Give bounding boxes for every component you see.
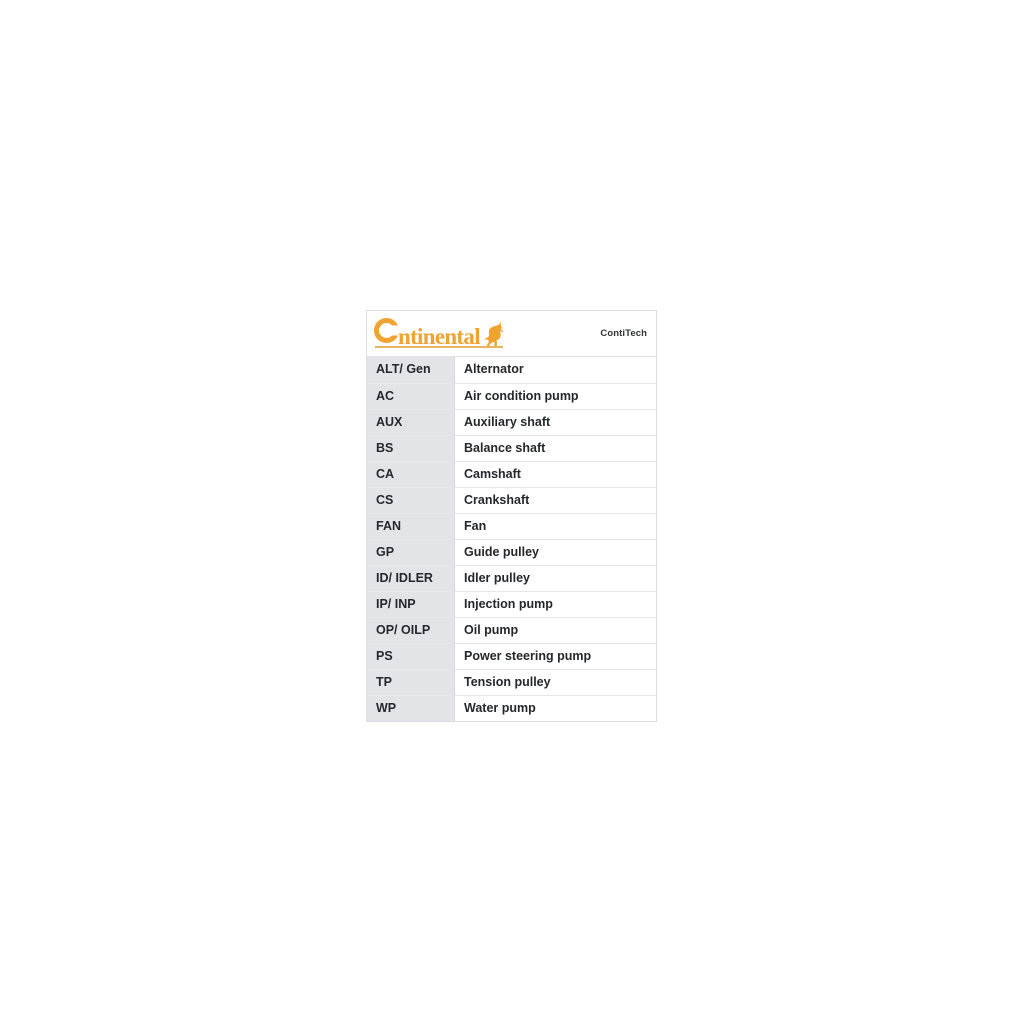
rearing-horse-icon — [483, 321, 505, 347]
abbreviation-cell: ALT/ Gen — [367, 357, 455, 383]
component-name-cell: Tension pulley — [454, 668, 656, 695]
table-row: CA Camshaft — [367, 460, 656, 487]
abbreviation-cell: CS — [367, 486, 455, 513]
table-row: AUX Auxiliary shaft — [367, 408, 656, 435]
component-name-cell: Oil pump — [454, 616, 656, 643]
component-name-cell: Balance shaft — [454, 434, 656, 461]
component-name-cell: Alternator — [454, 357, 656, 383]
continental-c-mark-icon — [374, 318, 399, 343]
abbreviation-cell: ID/ IDLER — [367, 564, 455, 591]
abbreviation-cell: PS — [367, 642, 455, 669]
table-row: BS Balance shaft — [367, 434, 656, 461]
component-name-cell: Air condition pump — [454, 382, 656, 409]
abbreviation-table-body: ALT/ Gen Alternator AC Air condition pum… — [367, 357, 656, 721]
component-name-cell: Guide pulley — [454, 538, 656, 565]
card-header: ntinental ContiTech — [367, 311, 656, 357]
abbreviation-legend-card: ntinental ContiTech ALT/ Gen Alternator … — [366, 310, 657, 722]
abbreviation-cell: WP — [367, 694, 455, 721]
table-row: OP/ OILP Oil pump — [367, 616, 656, 643]
table-row: WP Water pump — [367, 694, 656, 721]
abbreviation-cell: CA — [367, 460, 455, 487]
component-name-cell: Auxiliary shaft — [454, 408, 656, 435]
abbreviation-cell: TP — [367, 668, 455, 695]
component-name-cell: Crankshaft — [454, 486, 656, 513]
component-name-cell: Injection pump — [454, 590, 656, 617]
component-name-cell: Power steering pump — [454, 642, 656, 669]
contitech-sub-brand: ContiTech — [600, 328, 647, 339]
wordmark-underline — [375, 346, 503, 348]
table-row: CS Crankshaft — [367, 486, 656, 513]
table-row: TP Tension pulley — [367, 668, 656, 695]
table-row: ID/ IDLER Idler pulley — [367, 564, 656, 591]
abbreviation-cell: OP/ OILP — [367, 616, 455, 643]
table-row: GP Guide pulley — [367, 538, 656, 565]
abbreviation-cell: FAN — [367, 512, 455, 539]
table-row: PS Power steering pump — [367, 642, 656, 669]
component-name-cell: Camshaft — [454, 460, 656, 487]
component-name-cell: Water pump — [454, 694, 656, 721]
component-name-cell: Fan — [454, 512, 656, 539]
continental-wordmark: ntinental — [374, 318, 503, 349]
table-row: IP/ INP Injection pump — [367, 590, 656, 617]
table-row: ALT/ Gen Alternator — [367, 357, 656, 383]
table-row: FAN Fan — [367, 512, 656, 539]
abbreviation-cell: IP/ INP — [367, 590, 455, 617]
table-row: AC Air condition pump — [367, 382, 656, 409]
continental-wordmark-text: ntinental — [398, 324, 481, 349]
abbreviation-cell: AUX — [367, 408, 455, 435]
abbreviation-cell: AC — [367, 382, 455, 409]
abbreviation-cell: BS — [367, 434, 455, 461]
continental-logo: ntinental — [374, 318, 505, 349]
component-name-cell: Idler pulley — [454, 564, 656, 591]
abbreviation-table: ALT/ Gen Alternator AC Air condition pum… — [367, 357, 656, 721]
abbreviation-cell: GP — [367, 538, 455, 565]
